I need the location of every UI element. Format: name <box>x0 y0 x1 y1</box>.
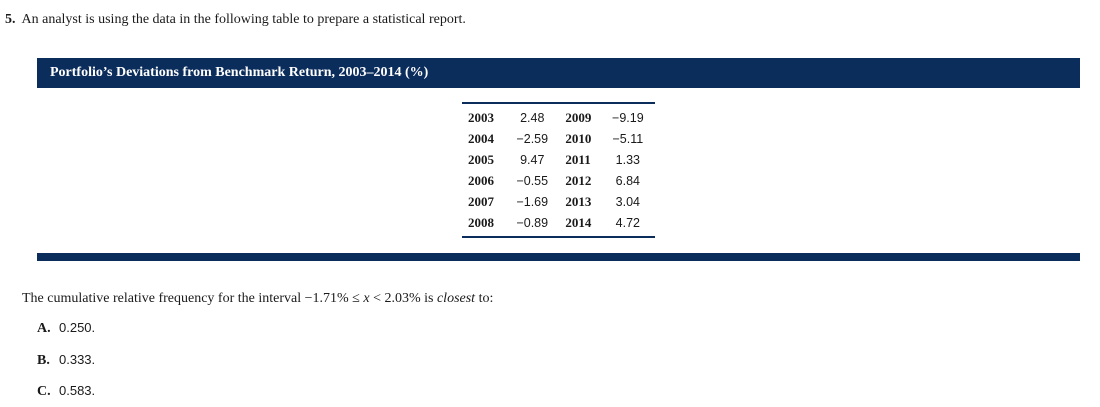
answer-option-c[interactable]: C. 0.583. <box>37 383 95 400</box>
option-letter: A. <box>37 321 51 336</box>
year-cell: 2007 <box>468 193 494 209</box>
stem-suffix: to: <box>475 291 494 306</box>
year-cell: 2003 <box>468 109 494 125</box>
table-row: 2005 9.47 2011 1.33 <box>462 149 655 170</box>
year-cell: 2010 <box>565 130 592 146</box>
stem-variable: x <box>363 291 370 306</box>
option-value: 0.250. <box>59 320 96 335</box>
exhibit-title: Portfolio’s Deviations from Benchmark Re… <box>50 65 429 80</box>
question-prompt: 5. An analyst is using the data in the fo… <box>5 12 466 28</box>
year-cell: 2006 <box>468 172 494 188</box>
year-cell: 2014 <box>565 214 592 230</box>
table-row: 2006 −0.55 2012 6.84 <box>462 170 655 191</box>
year-cell: 2008 <box>468 214 494 230</box>
stem-prefix: The cumulative relative frequency for th… <box>22 291 364 306</box>
answer-option-a[interactable]: A. 0.250. <box>37 320 95 337</box>
year-cell: 2011 <box>565 151 591 167</box>
table-row: 2003 2.48 2009 −9.19 <box>462 103 655 128</box>
answer-option-b[interactable]: B. 0.333. <box>37 352 95 369</box>
table-row: 2004 −2.59 2010 −5.11 <box>462 128 655 149</box>
exhibit-footer-bar <box>37 253 1080 261</box>
year-cell: 2005 <box>468 151 494 167</box>
option-letter: C. <box>37 384 51 399</box>
value-cell: −0.89 <box>516 215 549 230</box>
value-cell: 4.72 <box>615 215 641 230</box>
value-cell: 1.33 <box>615 152 641 167</box>
value-cell: −0.55 <box>516 173 549 188</box>
value-cell: 3.04 <box>615 194 641 209</box>
option-value: 0.583. <box>59 383 96 398</box>
value-cell: −5.11 <box>612 131 644 146</box>
value-cell: −2.59 <box>516 131 549 146</box>
table-row: 2007 −1.69 2013 3.04 <box>462 191 655 212</box>
stem-middle: < 2.03% is <box>369 291 437 306</box>
year-cell: 2012 <box>565 172 592 188</box>
option-letter: B. <box>37 353 50 368</box>
year-cell: 2004 <box>468 130 494 146</box>
question-stem: The cumulative relative frequency for th… <box>22 291 493 307</box>
table-row: 2008 −0.89 2014 4.72 <box>462 212 655 237</box>
question-text: An analyst is using the data in the foll… <box>21 12 466 27</box>
value-cell: −9.19 <box>612 110 644 125</box>
question-number: 5. <box>5 12 16 27</box>
exhibit-title-bar: Portfolio’s Deviations from Benchmark Re… <box>37 58 1080 88</box>
value-cell: 2.48 <box>520 110 545 125</box>
option-value: 0.333. <box>59 352 96 367</box>
value-cell: −1.69 <box>516 194 549 209</box>
value-cell: 6.84 <box>615 173 641 188</box>
value-cell: 9.47 <box>520 152 545 167</box>
year-cell: 2013 <box>565 193 592 209</box>
year-cell: 2009 <box>565 109 592 125</box>
deviation-table: 2003 2.48 2009 −9.19 2004 −2.59 2010 −5.11 2005 9… <box>462 102 655 238</box>
stem-emphasis: closest <box>436 291 476 306</box>
